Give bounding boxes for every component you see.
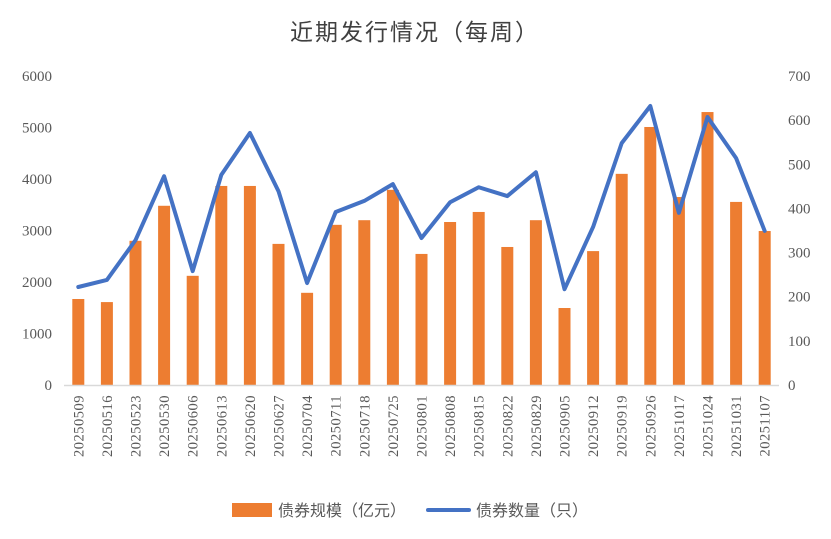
bar — [386, 189, 399, 385]
x-tick: 20251031 — [729, 395, 745, 457]
y-right-tick: 300 — [788, 246, 811, 262]
x-tick: 20250926 — [643, 395, 659, 457]
x-tick: 20250530 — [157, 395, 173, 457]
y-left-tick: 3000 — [22, 224, 52, 240]
legend-line-label: 债券数量（只） — [476, 501, 588, 520]
y-right-tick: 600 — [788, 113, 811, 129]
y-right-tick: 0 — [788, 378, 796, 394]
y-right-tick: 100 — [788, 334, 811, 350]
x-tick: 20250829 — [529, 395, 545, 457]
bar — [272, 243, 285, 385]
bar — [444, 222, 457, 385]
x-tick: 20250919 — [615, 395, 631, 457]
bar — [558, 308, 571, 385]
bar — [72, 298, 85, 385]
bar — [158, 205, 171, 385]
bar — [100, 302, 113, 385]
x-tick: 20250606 — [186, 395, 202, 457]
bar — [329, 224, 342, 385]
x-tick: 20250523 — [129, 395, 145, 457]
bar — [587, 251, 600, 385]
y-left-tick: 2000 — [22, 275, 52, 291]
bar — [301, 292, 314, 385]
x-tick: 20250905 — [558, 395, 574, 457]
bar — [615, 173, 628, 385]
bar — [701, 112, 714, 386]
x-tick: 20250509 — [71, 395, 87, 457]
x-tick: 20250620 — [243, 395, 259, 457]
x-tick: 20250725 — [386, 395, 402, 457]
bar — [243, 185, 256, 385]
y-left-tick: 5000 — [22, 121, 52, 137]
y-left-tick: 1000 — [22, 327, 52, 343]
bar — [129, 240, 142, 385]
y-right-tick: 700 — [788, 69, 811, 85]
x-tick: 20250808 — [443, 395, 459, 457]
legend-bar-label: 债券规模（亿元） — [278, 501, 406, 520]
x-tick: 20251107 — [758, 395, 774, 456]
y-right-tick: 200 — [788, 290, 811, 306]
legend-bar-swatch — [232, 503, 272, 517]
y-right-tick: 400 — [788, 201, 811, 217]
bar — [472, 211, 485, 385]
bar — [186, 275, 199, 385]
x-tick: 20250912 — [586, 395, 602, 457]
x-tick: 20250718 — [357, 395, 373, 457]
y-right-tick: 500 — [788, 157, 811, 173]
bar — [501, 246, 514, 385]
bar — [215, 185, 228, 385]
bar — [758, 231, 771, 385]
x-tick: 20251017 — [672, 395, 688, 457]
chart-title: 近期发行情况（每周） — [290, 20, 540, 46]
bar — [529, 220, 542, 385]
bar — [644, 126, 657, 386]
x-tick: 20250704 — [300, 395, 316, 457]
bar — [672, 197, 685, 385]
x-tick: 20250711 — [329, 395, 345, 456]
bar — [415, 253, 428, 385]
x-tick: 20250627 — [272, 395, 288, 457]
x-tick: 20250801 — [415, 395, 431, 457]
x-tick: 20250815 — [472, 395, 488, 457]
y-left-tick: 4000 — [22, 172, 52, 188]
y-left-tick: 6000 — [22, 69, 52, 85]
legend: 债券规模（亿元） 债券数量（只） — [232, 501, 588, 520]
x-tick: 20250613 — [214, 395, 230, 457]
y-left-tick: 0 — [45, 378, 53, 394]
x-tick: 20250822 — [500, 395, 516, 457]
x-tick: 20250516 — [100, 395, 116, 457]
x-tick: 20251024 — [701, 395, 717, 457]
bar — [358, 220, 371, 385]
bar — [730, 201, 743, 385]
